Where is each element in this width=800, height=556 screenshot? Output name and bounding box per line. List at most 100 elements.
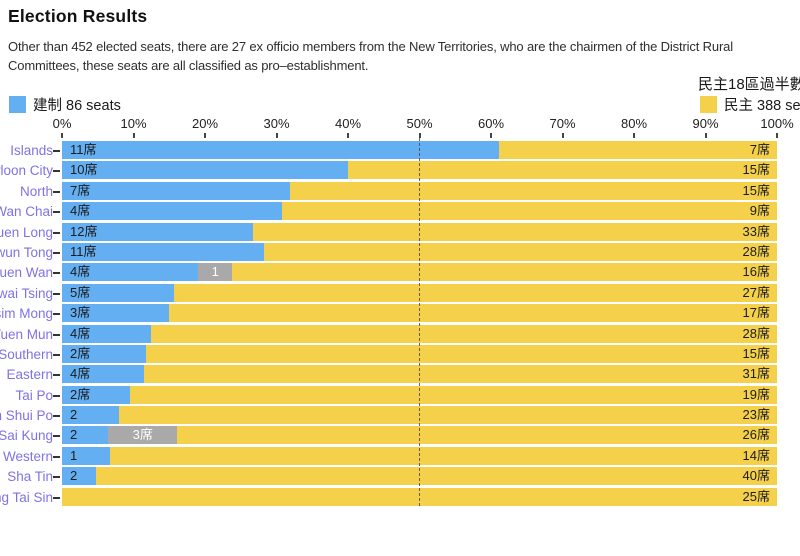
bar-group: 11席 7席 [62,141,777,159]
bar-segment-pro-establishment[interactable]: 10席 [62,161,348,180]
bar-value-label-gray: 3席 [132,427,153,443]
axis-tick-mark [561,133,564,138]
axis-tick-label: 30% [263,116,290,131]
axis-tick-label: 60% [477,116,505,131]
bar-value-label-blue: 1 [70,447,78,463]
subtitle-line-2: Committees, these seats are all classifi… [8,58,369,73]
bar-segment-other[interactable]: 3席 [108,426,178,445]
district-label: Kwai Tsing [0,285,53,301]
row-tick-mark [53,272,60,275]
democracy-majority-heading: 民主18區過半數 [698,76,800,93]
bar-segment-pro-establishment[interactable]: 2 [62,467,97,486]
bar-value-label-blue: 2席 [70,386,91,402]
bar-segment-pro-democracy[interactable]: 9席 [282,202,777,221]
district-label: Central & Western [0,448,53,464]
bar-segment-pro-establishment[interactable]: 4席 [62,202,282,221]
district-label: Tuen Mun [0,326,53,342]
bar-segment-pro-democracy[interactable]: 15席 [146,344,777,363]
row-tick-mark [53,496,60,499]
legend-pro-establishment[interactable]: 建制 86 seats [9,96,121,114]
row-tick-mark [53,231,60,234]
bar-segment-pro-establishment[interactable]: 1 [62,446,110,465]
bar-segment-pro-democracy[interactable]: 28席 [263,242,777,261]
bar-segment-pro-establishment[interactable]: 2 [62,406,120,425]
legend-pro-democracy[interactable]: 民主 388 seats [700,96,800,114]
row-tick-mark [53,292,60,295]
bar-group: 11席 28席 [62,242,777,261]
bar-segment-pro-democracy[interactable]: 16席 [232,263,777,282]
row-tick-mark [53,190,60,193]
chart-row: Southern 2席 15席 [0,344,800,365]
bar-group: 7席 15席 [62,181,777,200]
axis-tick-label: 10% [120,116,147,131]
bar-segment-pro-democracy[interactable]: 14席 [109,446,777,465]
district-label: Yuen Long [0,224,53,240]
bar-segment-pro-establishment[interactable]: 2席 [62,385,131,404]
bar-segment-pro-establishment[interactable]: 11席 [62,141,499,159]
bar-segment-pro-democracy[interactable]: 23席 [119,406,777,425]
bar-value-label-yellow: 27席 [742,284,770,300]
bar-segment-pro-establishment[interactable]: 4席 [62,263,199,282]
chart-row: Kwun Tong 11席 28席 [0,242,800,263]
chart-row: Eastern 4席 31席 [0,365,800,385]
page-title: Election Results [8,6,148,26]
bar-segment-pro-establishment[interactable]: 4席 [62,365,144,384]
bar-segment-pro-establishment[interactable]: 4席 [62,324,152,343]
bar-segment-pro-establishment[interactable]: 11席 [62,242,264,261]
bar-value-label-yellow: 33席 [742,223,770,239]
bar-segment-pro-democracy[interactable]: 31席 [143,365,777,384]
chart-row: Sham Shui Po 2 23席 [0,406,800,426]
bar-segment-pro-democracy[interactable]: 33席 [252,222,777,241]
bar-value-label-yellow: 17席 [742,305,770,321]
blue-swatch-icon [9,96,26,113]
axis-tick-label: 70% [549,116,576,131]
bar-segment-pro-democracy[interactable]: 7席 [498,141,777,159]
axis-tick-label: 50% [406,116,433,131]
bar-group: 2 3席 26席 [62,426,777,445]
row-tick-mark [53,211,60,214]
district-label: Sha Tin [7,469,53,485]
bar-segment-pro-democracy[interactable]: 40席 [96,467,777,486]
row-tick-mark [53,251,60,254]
bar-segment-pro-establishment[interactable]: 2 [62,426,109,445]
bar-segment-pro-democracy[interactable]: 27席 [173,283,777,302]
axis-tick-mark [61,133,63,138]
bar-segment-other[interactable]: 1 [198,263,233,282]
bar-segment-pro-democracy[interactable]: 17席 [169,304,777,323]
district-label: Tsuen Wan [0,265,53,281]
bar-segment-pro-establishment[interactable]: 12席 [62,222,253,241]
row-tick-mark [53,333,60,336]
chart-row: Islands 11席 7席 [0,141,800,161]
bar-segment-pro-establishment[interactable]: 7席 [62,181,290,200]
bar-group: 2 23席 [62,406,777,425]
bar-value-label-yellow: 25席 [742,488,770,504]
bar-segment-pro-democracy[interactable]: 28席 [151,324,777,343]
district-label: Sham Shui Po [0,408,53,424]
bar-group: 12席 33席 [62,222,777,241]
bar-segment-pro-establishment[interactable]: 3席 [62,304,170,323]
bar-value-label-blue: 12席 [70,223,98,239]
axis-tick-mark [633,133,635,138]
chart-row: Tai Po 2席 19席 [0,385,800,406]
chart-row: Yau Tsim Mong 3席 17席 [0,304,800,324]
bar-group: 4席 31席 [62,365,777,384]
bar-segment-pro-establishment[interactable]: 5席 [62,283,174,302]
bar-segment-pro-democracy[interactable]: 26席 [177,426,777,445]
bar-value-label-blue: 10席 [70,162,98,178]
district-label: Southern [0,346,53,362]
bar-value-label-yellow: 15席 [742,182,770,198]
bar-segment-pro-democracy[interactable]: 19席 [130,385,777,404]
district-label: Wong Tai Sin [0,489,53,505]
bar-segment-pro-democracy[interactable]: 15席 [348,161,777,180]
axis-tick-label: 40% [334,116,362,131]
axis-tick-mark [776,133,778,138]
axis-tick-mark [347,133,349,138]
chart-row: Kowloon City 10席 15席 [0,161,800,181]
row-tick-mark [53,374,60,377]
bar-value-label-yellow: 28席 [742,325,770,341]
bar-segment-pro-democracy[interactable]: 15席 [289,181,777,200]
axis-tick-label: 80% [620,116,648,131]
bar-segment-pro-establishment[interactable]: 2席 [62,344,147,363]
axis-tick-label: 90% [692,116,719,131]
district-label: Kwun Tong [0,244,53,260]
